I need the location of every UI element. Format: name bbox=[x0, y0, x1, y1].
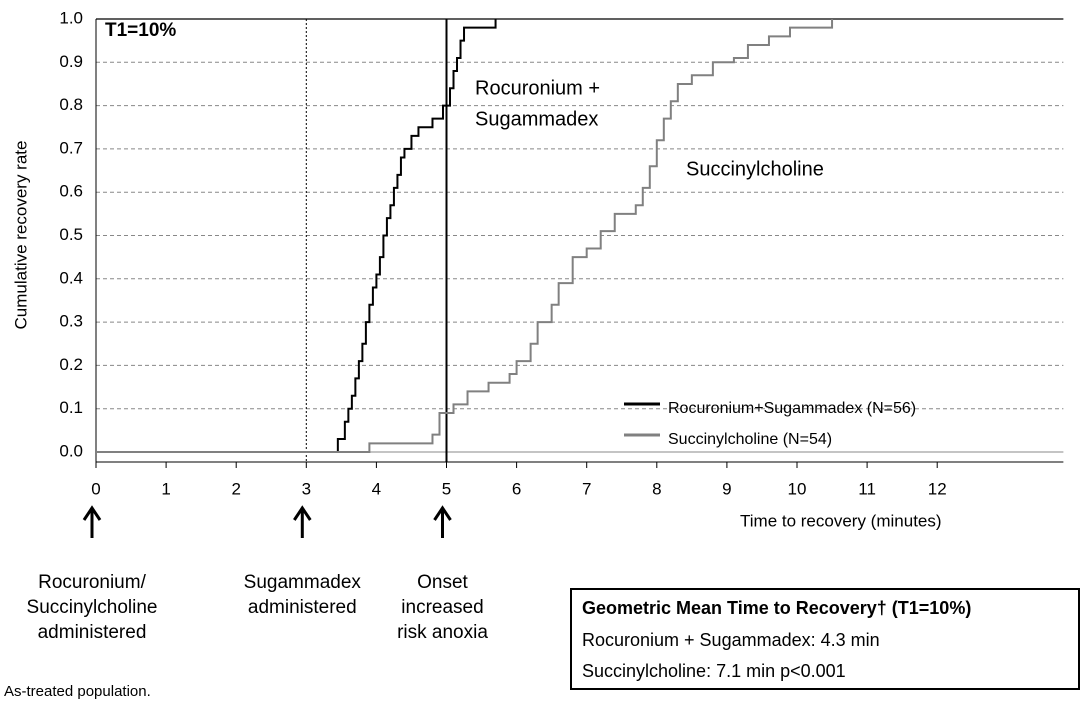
arrow bbox=[433, 505, 452, 538]
x-tick-label: 2 bbox=[231, 479, 240, 498]
y-tick-label: 0.5 bbox=[59, 225, 83, 244]
x-tick-label: 7 bbox=[582, 479, 591, 498]
x-tick-label: 12 bbox=[928, 479, 947, 498]
y-tick-label: 0.9 bbox=[59, 52, 83, 71]
series-label: Rocuronium + bbox=[475, 77, 600, 99]
marker-label: administered bbox=[248, 597, 357, 618]
series-line bbox=[96, 19, 834, 453]
y-tick-label: 0.6 bbox=[59, 182, 83, 201]
summary-box bbox=[570, 588, 1080, 690]
arrow bbox=[82, 505, 102, 538]
marker-label: Onset bbox=[417, 572, 468, 593]
x-tick-label: 9 bbox=[722, 479, 731, 498]
x-tick-label: 4 bbox=[372, 479, 381, 498]
marker-label: Sugammadex bbox=[244, 572, 362, 593]
box-line: Succinylcholine: 7.1 min p<0.001 bbox=[582, 661, 846, 681]
y-tick-label: 0.7 bbox=[59, 138, 83, 157]
marker-label: increased bbox=[401, 597, 483, 618]
arrow bbox=[293, 505, 312, 538]
footnote: As-treated population. bbox=[4, 683, 151, 700]
legend-label: Rocuronium+Sugammadex (N=56) bbox=[668, 400, 916, 417]
y-axis-label: Cumulative recovery rate bbox=[11, 141, 30, 330]
y-tick-label: 0.1 bbox=[59, 398, 83, 417]
x-tick-label: 0 bbox=[91, 479, 100, 498]
y-tick-label: 0.0 bbox=[59, 441, 83, 460]
x-tick-label: 11 bbox=[858, 479, 876, 498]
legend-label: Succinylcholine (N=54) bbox=[668, 431, 832, 448]
y-tick-label: 0.3 bbox=[59, 312, 83, 331]
marker-label: Succinylcholine bbox=[27, 597, 158, 618]
marker-label: risk anoxia bbox=[397, 622, 488, 643]
series-label: Succinylcholine bbox=[686, 158, 824, 180]
x-tick-label: 8 bbox=[652, 479, 661, 498]
y-tick-label: 0.8 bbox=[59, 95, 83, 114]
series-label: Sugammadex bbox=[475, 108, 598, 130]
marker-label: administered bbox=[38, 622, 147, 643]
marker-label: Rocuronium/ bbox=[38, 572, 146, 593]
y-tick-label: 1.0 bbox=[59, 8, 83, 27]
box-line: Rocuronium + Sugammadex: 4.3 min bbox=[582, 630, 880, 650]
x-tick-label: 5 bbox=[442, 479, 451, 498]
y-tick-label: 0.4 bbox=[59, 268, 83, 287]
panel-label: T1=10% bbox=[105, 20, 176, 41]
x-tick-label: 1 bbox=[161, 479, 170, 498]
series-line bbox=[96, 19, 497, 453]
box-title: Geometric Mean Time to Recovery† (T1=10%… bbox=[582, 598, 971, 618]
x-axis-label: Time to recovery (minutes) bbox=[740, 511, 942, 530]
x-tick-label: 10 bbox=[788, 479, 807, 498]
y-tick-label: 0.2 bbox=[59, 355, 83, 374]
x-tick-label: 3 bbox=[302, 479, 311, 498]
x-tick-label: 6 bbox=[512, 479, 521, 498]
